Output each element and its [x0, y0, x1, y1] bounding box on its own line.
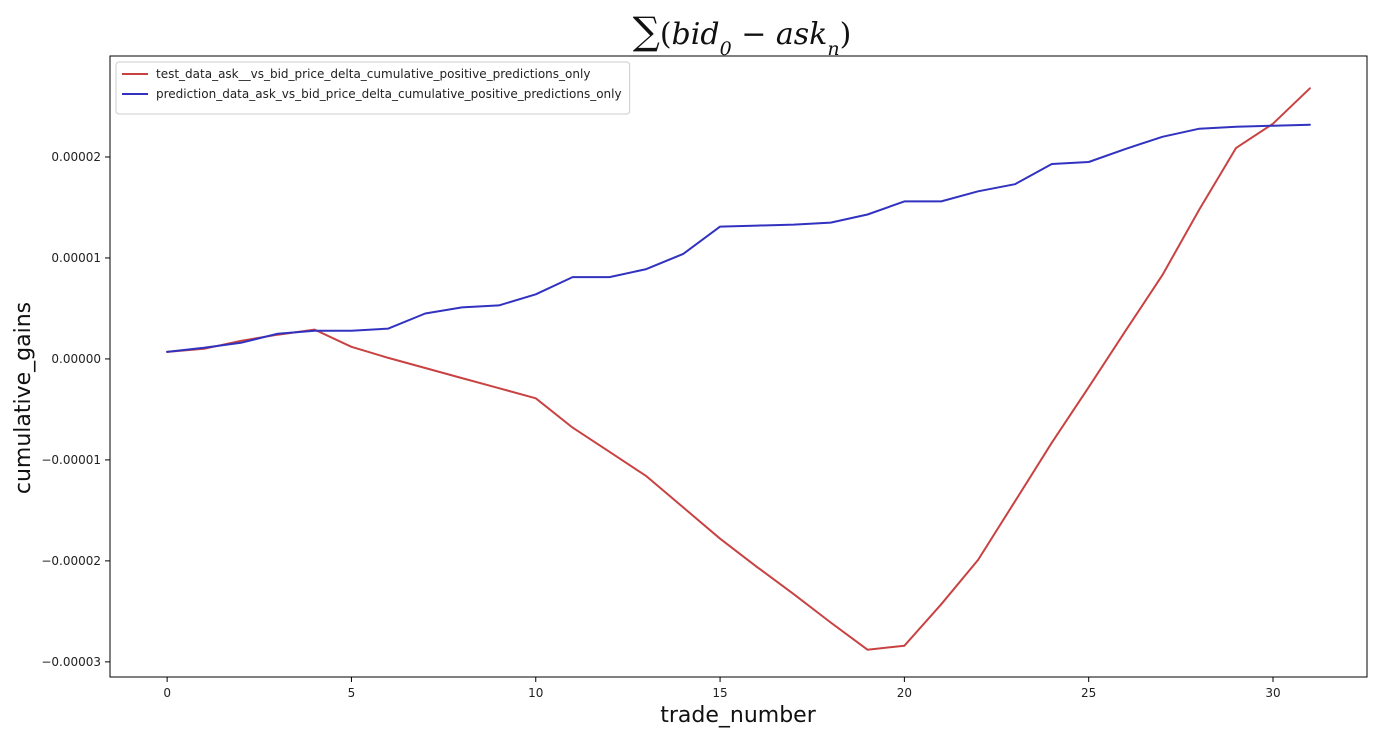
- plot-frame: [110, 56, 1367, 677]
- title-minus: −: [732, 17, 776, 52]
- series-line-1: [167, 88, 1310, 649]
- x-axis-title: trade_number: [660, 703, 816, 728]
- y-tick-label: 0.00001: [51, 251, 101, 265]
- y-tick-label: −0.00003: [41, 655, 101, 669]
- title-bid: bid: [672, 17, 720, 52]
- x-tick-label: 25: [1081, 686, 1096, 700]
- y-tick-label: −0.00002: [41, 554, 101, 568]
- title-ask: ask: [776, 17, 827, 52]
- y-tick-label: 0.00002: [51, 150, 101, 164]
- x-tick-label: 30: [1265, 686, 1280, 700]
- y-axis-title: cumulative_gains: [11, 302, 36, 494]
- x-tick-label: 15: [712, 686, 727, 700]
- y-tick-label: −0.00001: [41, 453, 101, 467]
- title-bid-subscript: 0: [720, 38, 732, 60]
- legend: test_data_ask__vs_bid_price_delta_cumula…: [116, 62, 630, 114]
- x-tick-label: 20: [897, 686, 912, 700]
- x-tick-label: 0: [163, 686, 171, 700]
- chart-title: ∑(bid0 − askn): [633, 9, 852, 60]
- title-sum-symbol: ∑: [633, 9, 660, 53]
- legend-label-1: test_data_ask__vs_bid_price_delta_cumula…: [156, 67, 590, 81]
- x-tick-label: 10: [528, 686, 543, 700]
- title-close-paren: ): [840, 17, 852, 52]
- title-ask-subscript: n: [827, 38, 839, 60]
- title-open-paren: (: [660, 17, 672, 52]
- plot-area: 0 5 10 15 20 25 30 0.00002 0.00001 0.00000 −0.0000…: [41, 56, 1367, 700]
- x-tick-label: 5: [348, 686, 356, 700]
- series-line-2: [167, 125, 1310, 352]
- y-tick-label: 0.00000: [51, 352, 101, 366]
- legend-label-2: prediction_data_ask_vs_bid_price_delta_c…: [156, 87, 622, 101]
